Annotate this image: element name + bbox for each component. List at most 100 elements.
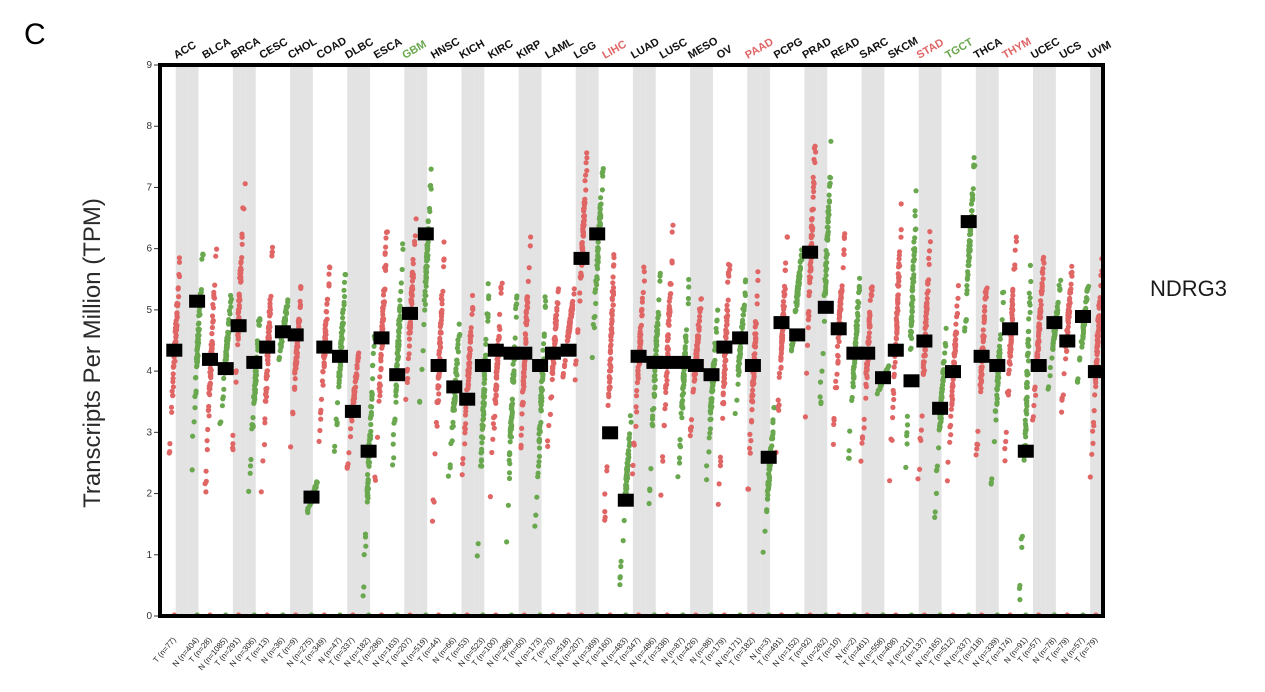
sample-dot [940, 375, 947, 381]
sample-dot [376, 382, 383, 388]
sample-dot [481, 403, 487, 409]
sample-dot [805, 310, 811, 316]
median-marker [560, 343, 577, 357]
sample-dot [409, 292, 415, 298]
sample-dot [971, 155, 977, 161]
sample-dot [646, 500, 652, 507]
sample-dot [540, 347, 546, 353]
sample-dot [907, 332, 914, 338]
sample-dot [457, 331, 463, 338]
sample-dot [804, 370, 810, 376]
sample-dot [421, 321, 427, 328]
median-marker [846, 346, 863, 360]
sample-dot [723, 335, 729, 341]
gene-label: NDRG3 [1150, 276, 1227, 301]
sample-dot [348, 426, 354, 432]
cancer-type-label: THYM [1000, 36, 1033, 62]
sample-dot [627, 413, 634, 419]
sample-dot [626, 451, 632, 457]
median-marker [274, 325, 291, 339]
median-marker [817, 300, 834, 314]
median-marker [674, 355, 691, 369]
sample-dot [968, 208, 975, 214]
column-stripe [302, 65, 313, 616]
sample-dot [634, 388, 640, 394]
sample-dot [506, 475, 513, 482]
sample-dot [194, 362, 200, 369]
sample-dot [749, 379, 756, 385]
sample-dot [420, 348, 426, 354]
sample-dot [996, 343, 1003, 349]
sample-dot [927, 239, 934, 245]
sample-dot [592, 313, 598, 320]
sample-dot [1096, 299, 1103, 305]
sample-dot [641, 269, 647, 275]
sample-dot [508, 402, 514, 409]
sample-dot [233, 379, 239, 385]
sample-dot [978, 370, 985, 376]
sample-dot [635, 367, 641, 373]
sample-dot [590, 321, 596, 328]
sample-dot [261, 442, 268, 448]
sample-dot [354, 365, 360, 371]
sample-dot [963, 317, 969, 323]
sample-dot [607, 361, 613, 368]
sample-dot [409, 287, 415, 293]
sample-dot [994, 396, 1000, 402]
sample-dot [717, 463, 724, 469]
sample-dot [677, 444, 684, 450]
sample-dot [435, 374, 441, 380]
sample-dot [403, 396, 409, 402]
sample-dot [366, 463, 372, 469]
sample-dot [323, 336, 329, 342]
sample-dot [326, 281, 332, 287]
sample-dot [583, 160, 589, 166]
sample-dot [1006, 388, 1012, 394]
sample-dot [412, 233, 418, 239]
sample-dot [634, 409, 640, 415]
median-marker [1030, 359, 1047, 372]
sample-dot [541, 333, 547, 339]
sample-dot [594, 276, 600, 282]
sample-dot [378, 351, 384, 357]
sample-dot [608, 331, 614, 338]
sample-dot [855, 313, 861, 319]
sample-dot [406, 351, 412, 357]
sample-dot [783, 260, 789, 266]
sample-dot [198, 289, 204, 295]
sample-dot [521, 366, 528, 372]
sample-dot [207, 365, 213, 371]
sample-dot [170, 384, 176, 390]
sample-dot [600, 173, 606, 179]
sample-dot [487, 494, 493, 500]
sample-dot [639, 306, 645, 313]
sample-dot [584, 155, 590, 161]
sample-dot [874, 391, 880, 397]
sample-dot [285, 299, 291, 305]
sample-dot [520, 374, 527, 380]
sample-dot [372, 474, 378, 480]
sample-dot [236, 294, 242, 300]
sample-dot [823, 254, 829, 261]
median-marker [459, 392, 476, 406]
sample-dot [363, 543, 369, 549]
median-marker [703, 368, 720, 382]
sample-dot [828, 138, 834, 144]
sample-dot [292, 370, 298, 376]
column-stripe [575, 65, 589, 616]
sample-dot [652, 385, 658, 391]
cancer-type-label: HNSC [429, 36, 462, 62]
median-marker [773, 316, 790, 330]
sample-dot [393, 399, 399, 405]
sample-dot [417, 398, 423, 404]
cancer-type-label: COAD [315, 35, 349, 62]
sample-dot [953, 330, 959, 336]
sample-dot [747, 445, 753, 451]
sample-dot [680, 390, 687, 396]
sample-dot [393, 393, 399, 399]
sample-dot [1025, 328, 1031, 335]
sample-dot [630, 462, 636, 468]
sample-dot [1087, 474, 1093, 480]
median-marker [332, 349, 348, 363]
sample-dot [779, 337, 785, 343]
